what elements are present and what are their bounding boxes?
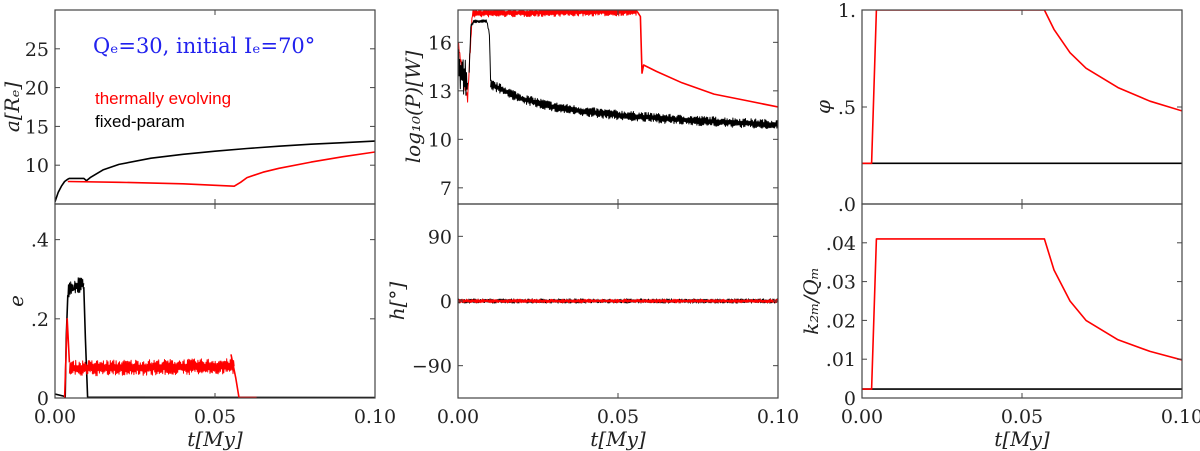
series-line-fixed-param [67, 277, 85, 299]
series-line-fixed-param [468, 19, 492, 82]
x-axis-label: t[My] [994, 427, 1050, 451]
y-tick-label: 90 [428, 226, 452, 248]
panel-h: −90 0 90 0.00 0.05 0.10 t[My] h[°] [385, 203, 799, 451]
y-tick-label: 25 [25, 39, 49, 61]
y-axis-label: h[°] [385, 282, 409, 321]
y-tick-label: 7 [440, 178, 452, 200]
panel-phi: .0 .5 1. φ [811, 0, 1183, 216]
plot-area [458, 298, 778, 304]
y-tick-label: 20 [25, 78, 49, 100]
legend-fixed-param: fixed-param [95, 112, 185, 131]
y-tick-label: .03 [826, 272, 856, 294]
x-axis-label: t[My] [187, 427, 243, 451]
y-tick-label: 10 [25, 155, 49, 177]
series-line-thermally-evolving [862, 10, 1182, 165]
x-tick-label: 0.05 [597, 406, 639, 428]
y-tick-label: .2 [31, 309, 49, 331]
x-tick-label: 0.05 [194, 406, 236, 428]
panel-e: 0 .2 .4 0.00 0.05 0.10 t[My] e [4, 203, 396, 451]
panel-k2Q: 0 .01 .02 .03 .04 0.00 0.05 0.10 t[My] k₂ₘ/Qₘ [799, 203, 1200, 451]
x-tick-label: 0.00 [437, 406, 479, 428]
series-line-thermally-evolving [63, 317, 71, 398]
y-tick-label: .02 [826, 310, 856, 332]
y-tick-label: .01 [826, 349, 856, 371]
y-tick-label: .04 [826, 233, 856, 255]
series-line-thermally-evolving [636, 11, 778, 108]
legend-thermally-evolving: thermally evolving [95, 89, 231, 108]
panel-title: Qₑ=30, initial Iₑ=70° [93, 34, 315, 58]
plot-area [55, 140, 375, 202]
series-line-thermally-evolving [68, 358, 235, 377]
series-line-thermally-evolving [67, 151, 375, 187]
y-tick-label: 1. [838, 0, 856, 22]
plot-area [862, 238, 1182, 390]
y-tick-label: 10 [428, 129, 452, 151]
y-axis-label: a[Rₑ] [0, 82, 24, 133]
x-tick-label: 0.05 [1001, 406, 1043, 428]
x-tick-label: 0.00 [34, 406, 76, 428]
annotation-group: Qₑ=30, initial Iₑ=70° thermally evolving… [93, 34, 315, 131]
series-line-thermally-evolving [458, 298, 778, 304]
y-axis-label: log₁₀(P)[W] [401, 51, 425, 164]
axes-frame [457, 9, 779, 205]
series-line-fixed-param [55, 140, 375, 202]
y-tick-label: 0 [844, 388, 856, 410]
series-line-fixed-param [490, 79, 778, 129]
y-tick-label: .0 [838, 194, 856, 216]
series-line-thermally-evolving [458, 10, 638, 103]
axes-frame [861, 203, 1183, 399]
y-tick-label: 13 [428, 81, 452, 103]
y-tick-label: .4 [31, 230, 49, 252]
x-axis-label: t[My] [590, 427, 646, 451]
series-line-fixed-param [83, 287, 375, 398]
y-tick-label: 0 [440, 291, 452, 313]
panel-a: 10 15 20 25a[Rₑ] [0, 9, 376, 205]
x-tick-label: 0.10 [757, 406, 799, 428]
x-tick-label: 0.00 [841, 406, 883, 428]
y-axis-label: k₂ₘ/Qₘ [799, 267, 823, 335]
y-axis-label: e [4, 295, 28, 307]
series-line-thermally-evolving [862, 238, 1182, 390]
y-tick-label: −90 [412, 356, 452, 378]
plot-area [458, 10, 778, 129]
y-tick-label: 0 [37, 388, 49, 410]
x-tick-label: 0.10 [354, 406, 396, 428]
y-tick-label: 16 [428, 32, 452, 54]
plot-area [862, 10, 1182, 165]
series-line-thermally-evolving [230, 354, 257, 398]
y-axis-label: φ [811, 100, 835, 114]
series-line-fixed-param [458, 49, 469, 96]
y-tick-label: .5 [838, 97, 856, 119]
axes-frame [861, 9, 1183, 205]
y-tick-label: 15 [25, 116, 49, 138]
plot-area [55, 277, 375, 398]
x-tick-label: 0.10 [1161, 406, 1200, 428]
